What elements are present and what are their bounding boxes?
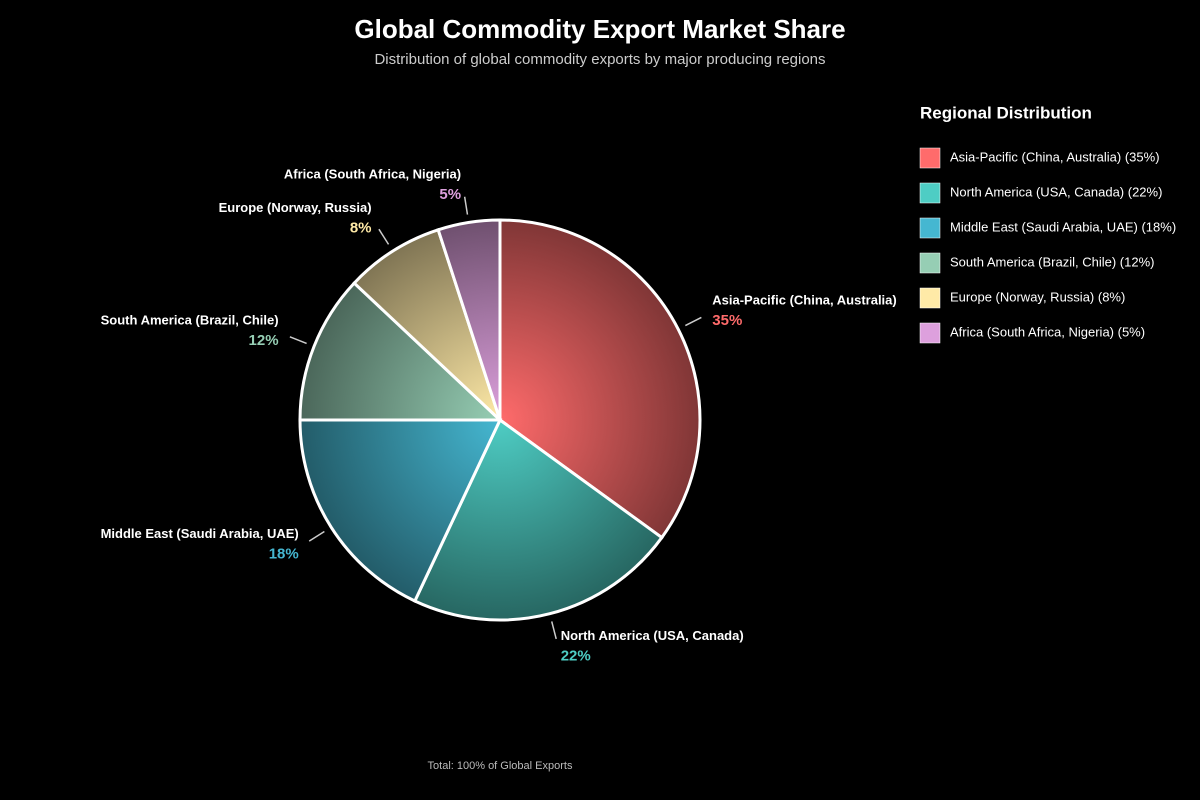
legend-label: Asia-Pacific (China, Australia) (35%) — [950, 149, 1160, 164]
leader-line — [308, 530, 325, 542]
slice-label: North America (USA, Canada) — [561, 628, 744, 643]
leader-line — [463, 196, 469, 215]
legend-swatch — [919, 217, 941, 239]
legend-swatch — [919, 322, 941, 344]
slice-label: South America (Brazil, Chile) — [101, 313, 279, 328]
slice-label: Europe (Norway, Russia) — [219, 200, 372, 215]
legend-swatch — [919, 182, 941, 204]
slice-label: Middle East (Saudi Arabia, UAE) — [101, 526, 299, 541]
slice-label: Asia-Pacific (China, Australia) — [712, 292, 896, 307]
slice-value-label: 35% — [712, 312, 742, 329]
chart-subtitle: Distribution of global commodity exports… — [374, 51, 825, 68]
slice-value-label: 8% — [350, 220, 372, 237]
legend-label: Africa (South Africa, Nigeria) (5%) — [950, 324, 1145, 339]
legend-label: North America (USA, Canada) (22%) — [950, 184, 1162, 199]
legend-label: Middle East (Saudi Arabia, UAE) (18%) — [950, 219, 1176, 234]
pie-slice — [352, 227, 502, 422]
legend-label: Europe (Norway, Russia) (8%) — [950, 289, 1125, 304]
slice-value-label: 18% — [269, 545, 299, 562]
pie-slice — [298, 280, 504, 422]
leader-line — [551, 621, 557, 640]
legend-title: Regional Distribution — [920, 103, 1092, 122]
slice-label: Africa (South Africa, Nigeria) — [284, 166, 461, 181]
leader-line — [378, 228, 390, 245]
slice-value-label: 12% — [249, 332, 279, 349]
pie-slice — [436, 218, 502, 421]
pie-slice — [298, 418, 503, 603]
leader-line — [289, 336, 307, 345]
slice-value-label: 5% — [439, 186, 461, 203]
pie-slice — [498, 218, 702, 540]
legend-swatch — [919, 287, 941, 309]
leader-line — [684, 316, 702, 327]
slice-value-label: 22% — [561, 648, 591, 665]
chart-title: Global Commodity Export Market Share — [354, 14, 845, 44]
legend-swatch — [919, 252, 941, 274]
footer-note: Total: 100% of Global Exports — [428, 760, 573, 772]
legend-swatch — [919, 147, 941, 169]
legend-label: South America (Brazil, Chile) (12%) — [950, 254, 1154, 269]
